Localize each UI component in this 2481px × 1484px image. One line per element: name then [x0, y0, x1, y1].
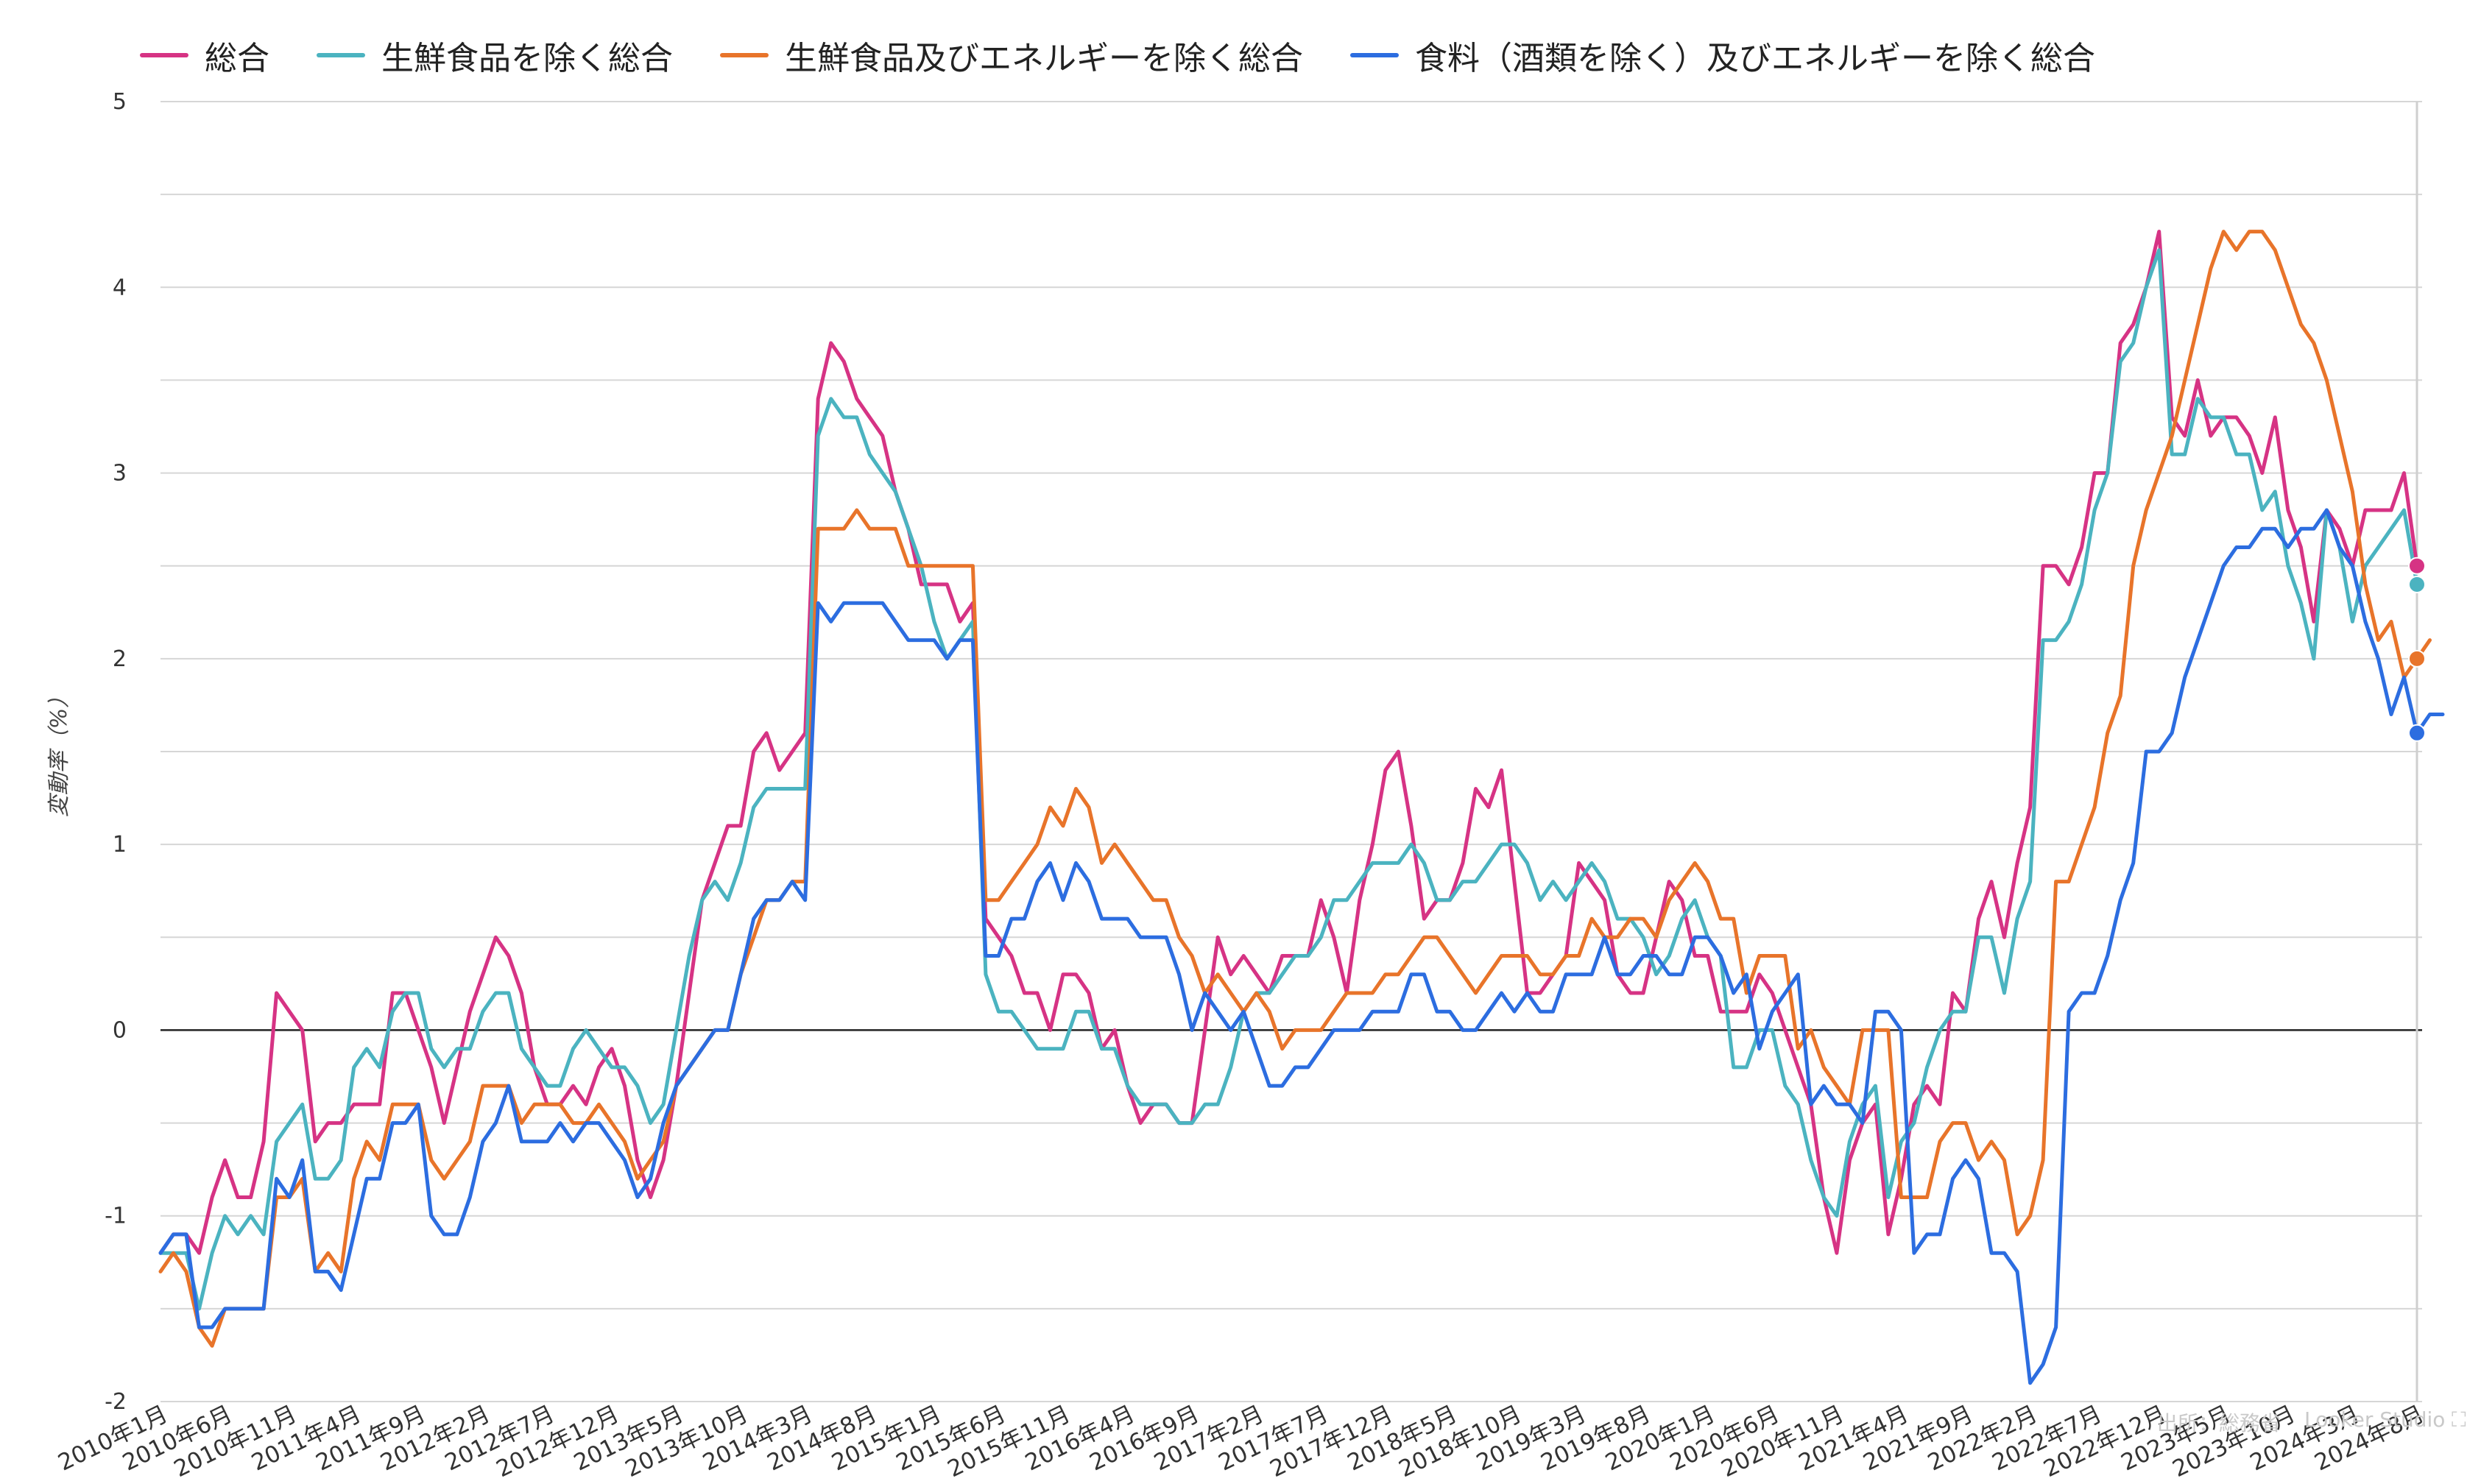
y-tick-label: 3	[113, 461, 127, 487]
series-line-1[interactable]	[158, 248, 2419, 1311]
series-line-3[interactable]	[158, 508, 2445, 1385]
legend-item-total[interactable]: 総合	[140, 32, 269, 79]
y-axis-title: 変動率（%）	[46, 686, 72, 818]
legend-item-us-style-core[interactable]: 食料（酒類を除く）及びエネルギーを除く総合	[1350, 32, 2095, 79]
legend-item-core[interactable]: 生鮮食品を除く総合	[317, 32, 673, 79]
legend-swatch-core-core	[720, 53, 769, 57]
y-tick-label: -1	[105, 1204, 127, 1229]
legend-label-core-core: 生鮮食品及びエネルギーを除く総合	[785, 40, 1303, 77]
highlight-point-2[interactable]	[2407, 649, 2426, 668]
source-note: 出所：総務省	[2157, 1411, 2281, 1435]
y-tick-label: 0	[113, 1017, 127, 1043]
series-line-0[interactable]	[158, 230, 2419, 1255]
y-tick-label: 5	[113, 89, 127, 115]
legend-item-core-core[interactable]: 生鮮食品及びエネルギーを除く総合	[720, 32, 1303, 79]
legend-swatch-core	[317, 53, 365, 57]
highlight-point-3[interactable]	[2407, 724, 2426, 742]
fullscreen-icon[interactable]: ⛶	[2452, 1407, 2466, 1432]
y-tick-label: -2	[105, 1389, 127, 1415]
looker-studio-link[interactable]: Looker Studio	[2304, 1407, 2446, 1432]
highlight-point-1[interactable]	[2407, 575, 2426, 593]
y-tick-label: 4	[113, 275, 127, 300]
legend-label-core: 生鮮食品を除く総合	[381, 40, 673, 77]
highlight-point-0[interactable]	[2407, 556, 2426, 575]
chart-legend: 総合 生鮮食品を除く総合 生鮮食品及びエネルギーを除く総合 食料（酒類を除く）及…	[140, 29, 2142, 81]
legend-swatch-total	[140, 53, 188, 57]
legend-label-total: 総合	[205, 40, 269, 77]
y-tick-label: 2	[113, 646, 127, 672]
series-line-2[interactable]	[158, 230, 2432, 1348]
legend-swatch-us-style-core	[1350, 53, 1399, 57]
y-tick-label: 1	[113, 832, 127, 858]
legend-label-us-style-core: 食料（酒類を除く）及びエネルギーを除く総合	[1415, 40, 2095, 77]
